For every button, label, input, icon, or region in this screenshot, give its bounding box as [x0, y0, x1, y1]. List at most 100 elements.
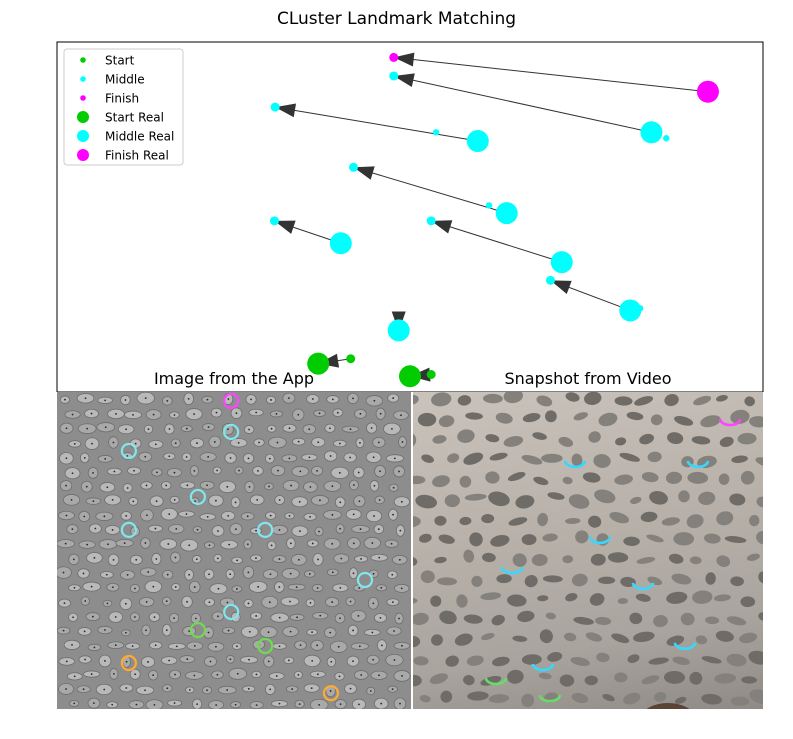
app-hold-bolt — [258, 441, 260, 444]
video-hold — [718, 473, 730, 485]
app-hold-bolt — [289, 542, 292, 545]
app-hold-bolt — [377, 441, 380, 444]
video-hold — [693, 395, 712, 406]
app-hold-bolt — [270, 399, 272, 401]
app-hold-bolt — [185, 427, 188, 430]
app-hold-bolt — [297, 673, 300, 676]
app-hold-bolt — [298, 703, 301, 706]
app-hold-bolt — [147, 571, 150, 573]
app-hold-bolt — [206, 515, 209, 518]
app-hold-bolt — [174, 586, 177, 588]
video-hold — [503, 436, 524, 447]
app-hold-bolt — [86, 543, 89, 546]
app-hold-bolt — [70, 498, 73, 501]
video-hold — [481, 633, 495, 641]
app-hold-bolt — [173, 414, 176, 416]
middle-real-point-6 — [640, 121, 663, 144]
app-hold-bolt — [65, 514, 68, 517]
app-hold-bolt — [331, 542, 334, 545]
app-hold-bolt — [316, 587, 319, 589]
app-hold-bolt — [391, 688, 394, 691]
app-hold-bolt — [338, 675, 341, 678]
app-hold-bolt — [72, 558, 75, 561]
video-hold — [698, 491, 716, 506]
app-hold-bolt — [336, 411, 339, 414]
app-hold-bolt — [371, 542, 374, 544]
video-hold — [413, 612, 429, 626]
video-hold — [674, 696, 687, 704]
app-hold-bolt — [352, 397, 354, 400]
legend-marker-4 — [77, 130, 89, 142]
app-hold-bolt — [104, 629, 106, 631]
video-hold — [614, 474, 633, 485]
app-marker-circle-10 — [120, 654, 137, 672]
video-hold — [531, 553, 548, 567]
app-hold-bolt — [393, 659, 396, 661]
app-hold-bolt — [401, 441, 404, 443]
video-hold — [507, 669, 524, 684]
extra-point-1 — [485, 202, 493, 209]
app-hold-bolt — [372, 602, 375, 605]
arrow-head-0 — [393, 52, 415, 67]
video-hold — [695, 635, 708, 645]
app-hold-bolt — [349, 687, 352, 690]
app-hold-bolt — [278, 586, 281, 588]
middle-point-3 — [426, 216, 436, 226]
app-hold-bolt — [206, 484, 209, 487]
arrow-line-0 — [393, 56, 708, 93]
app-hold-bolt — [352, 513, 355, 516]
app-hold-bolt — [145, 484, 148, 487]
app-hold-bolt — [155, 558, 158, 560]
video-hold — [447, 453, 460, 463]
app-hold-bolt — [215, 411, 218, 414]
app-hold-bolt — [339, 586, 342, 589]
app-hold-bolt — [235, 528, 237, 531]
app-hold-bolt — [207, 426, 210, 429]
video-hold — [646, 534, 664, 543]
app-hold-bolt — [373, 399, 376, 402]
app-hold-bolt — [145, 601, 148, 603]
app-hold-bolt — [331, 513, 334, 516]
app-hold-bolt — [206, 398, 209, 401]
app-hold-bolt — [358, 645, 361, 648]
video-hold — [650, 414, 663, 426]
video-hold — [490, 534, 510, 547]
video-hold — [467, 691, 489, 701]
app-hold-bolt — [227, 398, 230, 400]
video-wall-snapshot — [413, 392, 763, 709]
video-hold — [419, 694, 431, 703]
app-hold-bolt — [124, 631, 127, 634]
app-marker-circle-2 — [120, 442, 137, 460]
app-hold-bolt — [358, 587, 361, 589]
video-hold — [568, 494, 590, 509]
app-hold-bolt — [372, 658, 375, 661]
app-hold-bolt — [290, 484, 293, 487]
video-hold — [565, 593, 578, 602]
video-hold — [731, 455, 748, 464]
app-hold-bolt — [93, 556, 96, 559]
app-hold-bolt — [371, 631, 374, 634]
video-hold — [417, 412, 437, 427]
video-hold — [559, 674, 575, 687]
video-hold — [588, 515, 602, 528]
app-marker-circle-7 — [223, 603, 240, 621]
app-hold-bolt — [372, 572, 375, 575]
app-hold-bolt — [229, 658, 232, 661]
app-hold-bolt — [65, 484, 67, 487]
app-hold-bolt — [391, 573, 394, 576]
app-hold-bolt — [372, 456, 375, 459]
legend-box — [63, 48, 184, 166]
app-hold-bolt — [401, 675, 403, 677]
video-holds — [413, 392, 763, 709]
app-hold-bolt — [187, 397, 190, 400]
app-hold-bolt — [144, 689, 146, 692]
app-hold-bolt — [83, 630, 86, 633]
video-hold — [730, 576, 744, 587]
video-hold — [469, 532, 483, 547]
app-hold-bolt — [73, 443, 76, 445]
app-hold-bolt — [145, 629, 147, 632]
arrow-head-4 — [431, 220, 453, 234]
video-hold — [434, 556, 447, 564]
app-hold-bolt — [238, 469, 240, 472]
app-hold-bolt — [90, 412, 93, 415]
